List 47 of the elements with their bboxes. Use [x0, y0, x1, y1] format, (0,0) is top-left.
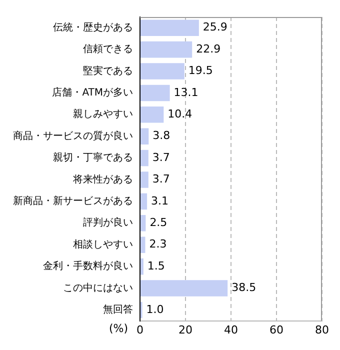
- bar: [140, 193, 148, 210]
- data-label: 25.9: [202, 20, 228, 34]
- bar: [140, 20, 199, 36]
- x-axis-title: (%): [108, 322, 128, 336]
- bar: [140, 106, 164, 123]
- data-label: 2.5: [150, 216, 168, 230]
- bar: [140, 150, 148, 166]
- data-label: 1.0: [146, 302, 164, 316]
- data-label: 19.5: [188, 64, 213, 78]
- y-tick-label: 無回答: [103, 304, 133, 316]
- y-tick-label: 堅実である: [83, 64, 133, 77]
- data-label: 10.4: [168, 108, 192, 121]
- bar: [140, 128, 149, 144]
- bar: [140, 258, 144, 275]
- y-tick-label: 将来性がある: [72, 173, 133, 186]
- data-label: 1.5: [147, 259, 165, 272]
- y-tick-label: 信頼できる: [83, 43, 133, 56]
- bar: [140, 84, 170, 102]
- y-tick-label: この中にはない: [63, 282, 133, 294]
- x-tick-label: 20: [178, 323, 192, 336]
- y-tick-label: 親しみやすい: [73, 108, 133, 120]
- y-tick-label: 新商品・新サービスがある: [13, 195, 133, 208]
- bar: [140, 280, 228, 296]
- data-label: 38.5: [232, 281, 256, 294]
- data-label: 13.1: [174, 86, 198, 99]
- y-tick-label: 伝統・歴史がある: [53, 21, 133, 34]
- data-label: 3.7: [152, 172, 170, 186]
- y-tick-label: 親切・丁寧である: [53, 152, 133, 164]
- bar: [140, 172, 148, 188]
- data-label: 3.7: [152, 150, 170, 164]
- y-tick-label: 商品・サービスの質が良い: [13, 130, 133, 142]
- data-label: 22.9: [196, 42, 221, 56]
- bar: [140, 41, 192, 58]
- y-tick-label: 金利・手数料が良い: [43, 260, 133, 272]
- bar: [140, 215, 146, 232]
- bar: [140, 63, 184, 80]
- data-label: 3.8: [152, 129, 170, 142]
- x-tick-label: 40: [224, 323, 238, 336]
- y-tick-label: 相談しやすい: [73, 238, 133, 250]
- bar: [140, 236, 146, 253]
- x-tick-label: 0: [136, 323, 144, 336]
- x-tick-label: 80: [315, 323, 329, 336]
- y-tick-label: 店舗・ATMが多い: [52, 86, 133, 99]
- y-tick-label: 評判が良い: [83, 216, 133, 229]
- data-label: 3.1: [151, 194, 169, 208]
- data-label: 2.3: [149, 238, 167, 251]
- x-tick-label: 60: [270, 323, 284, 336]
